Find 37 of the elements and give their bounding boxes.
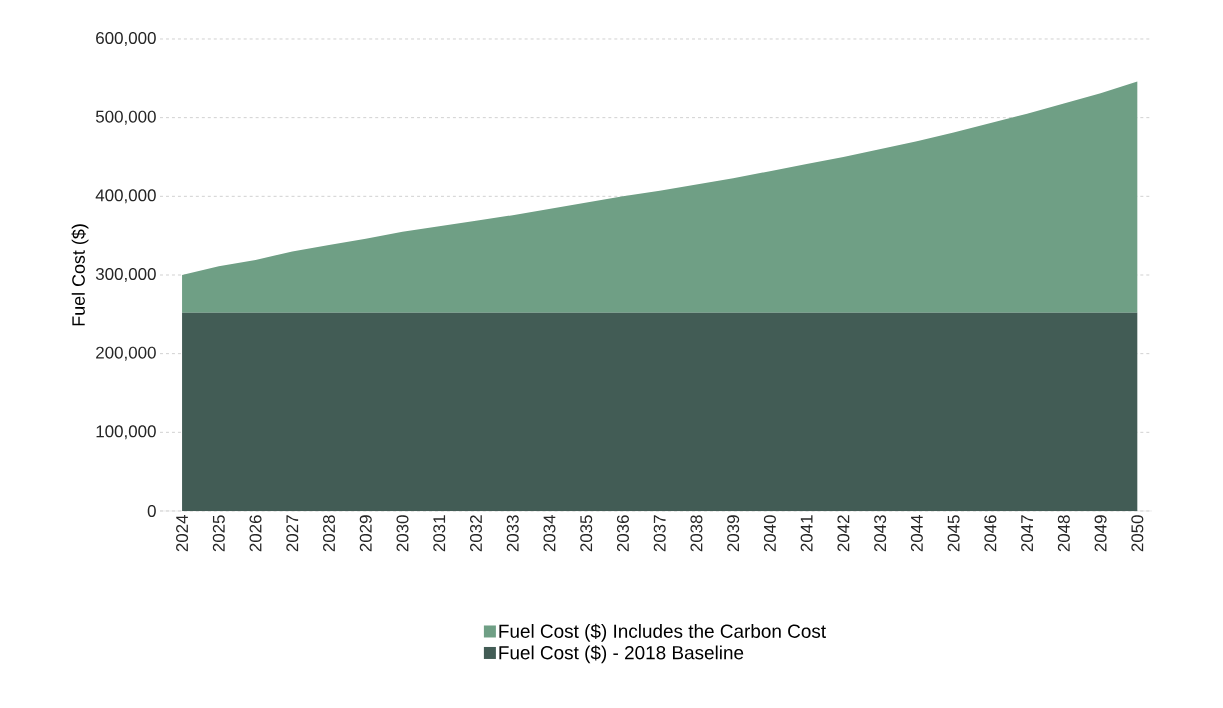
x-tick-label: 2041 [800,515,813,552]
y-tick-label: 400,000 [95,189,156,204]
x-tick-label: 2039 [727,515,740,552]
x-tick-label: 2040 [763,515,776,552]
x-tick-label: 2048 [1057,515,1070,552]
x-tick-label: 2030 [396,515,409,552]
legend-label: Fuel Cost ($) - 2018 Baseline [499,645,744,664]
x-tick-label: 2025 [212,515,225,552]
x-tick-label: 2037 [653,515,666,552]
x-tick-label: 2050 [1131,515,1144,552]
x-tick-label: 2033 [506,515,519,552]
x-tick-label: 2035 [580,515,593,552]
x-tick-label: 2045 [947,515,960,552]
x-tick-label: 2042 [837,515,850,552]
x-tick-label: 2043 [874,515,887,552]
x-tick-label: 2038 [690,515,703,552]
y-tick-label: 200,000 [96,346,156,361]
y-tick-label: 0 [147,504,156,517]
x-tick-label: 2026 [249,515,262,552]
x-tick-label: 2028 [323,515,336,552]
x-tick-label: 2046 [984,515,997,552]
x-tick-label: 2044 [910,515,923,552]
x-tick-label: 2027 [286,515,299,552]
x-tick-label: 2029 [359,515,372,552]
y-tick-label: 500,000 [95,110,156,125]
x-tick-label: 2024 [176,515,189,552]
x-tick-label: 2034 [543,515,556,552]
x-tick-label: 2032 [469,515,482,552]
y-tick-label: 600,000 [96,31,156,46]
x-tick-label: 2031 [433,515,446,552]
y-axis-title: Fuel Cost ($) [71,224,89,326]
legend-label: Fuel Cost ($) Includes the Carbon Cost [499,623,826,642]
y-tick-label: 100,000 [96,425,156,440]
x-tick-label: 2047 [1021,515,1034,552]
y-tick-label: 300,000 [95,267,156,282]
x-tick-label: 2036 [616,515,629,552]
x-tick-label: 2049 [1094,515,1107,552]
